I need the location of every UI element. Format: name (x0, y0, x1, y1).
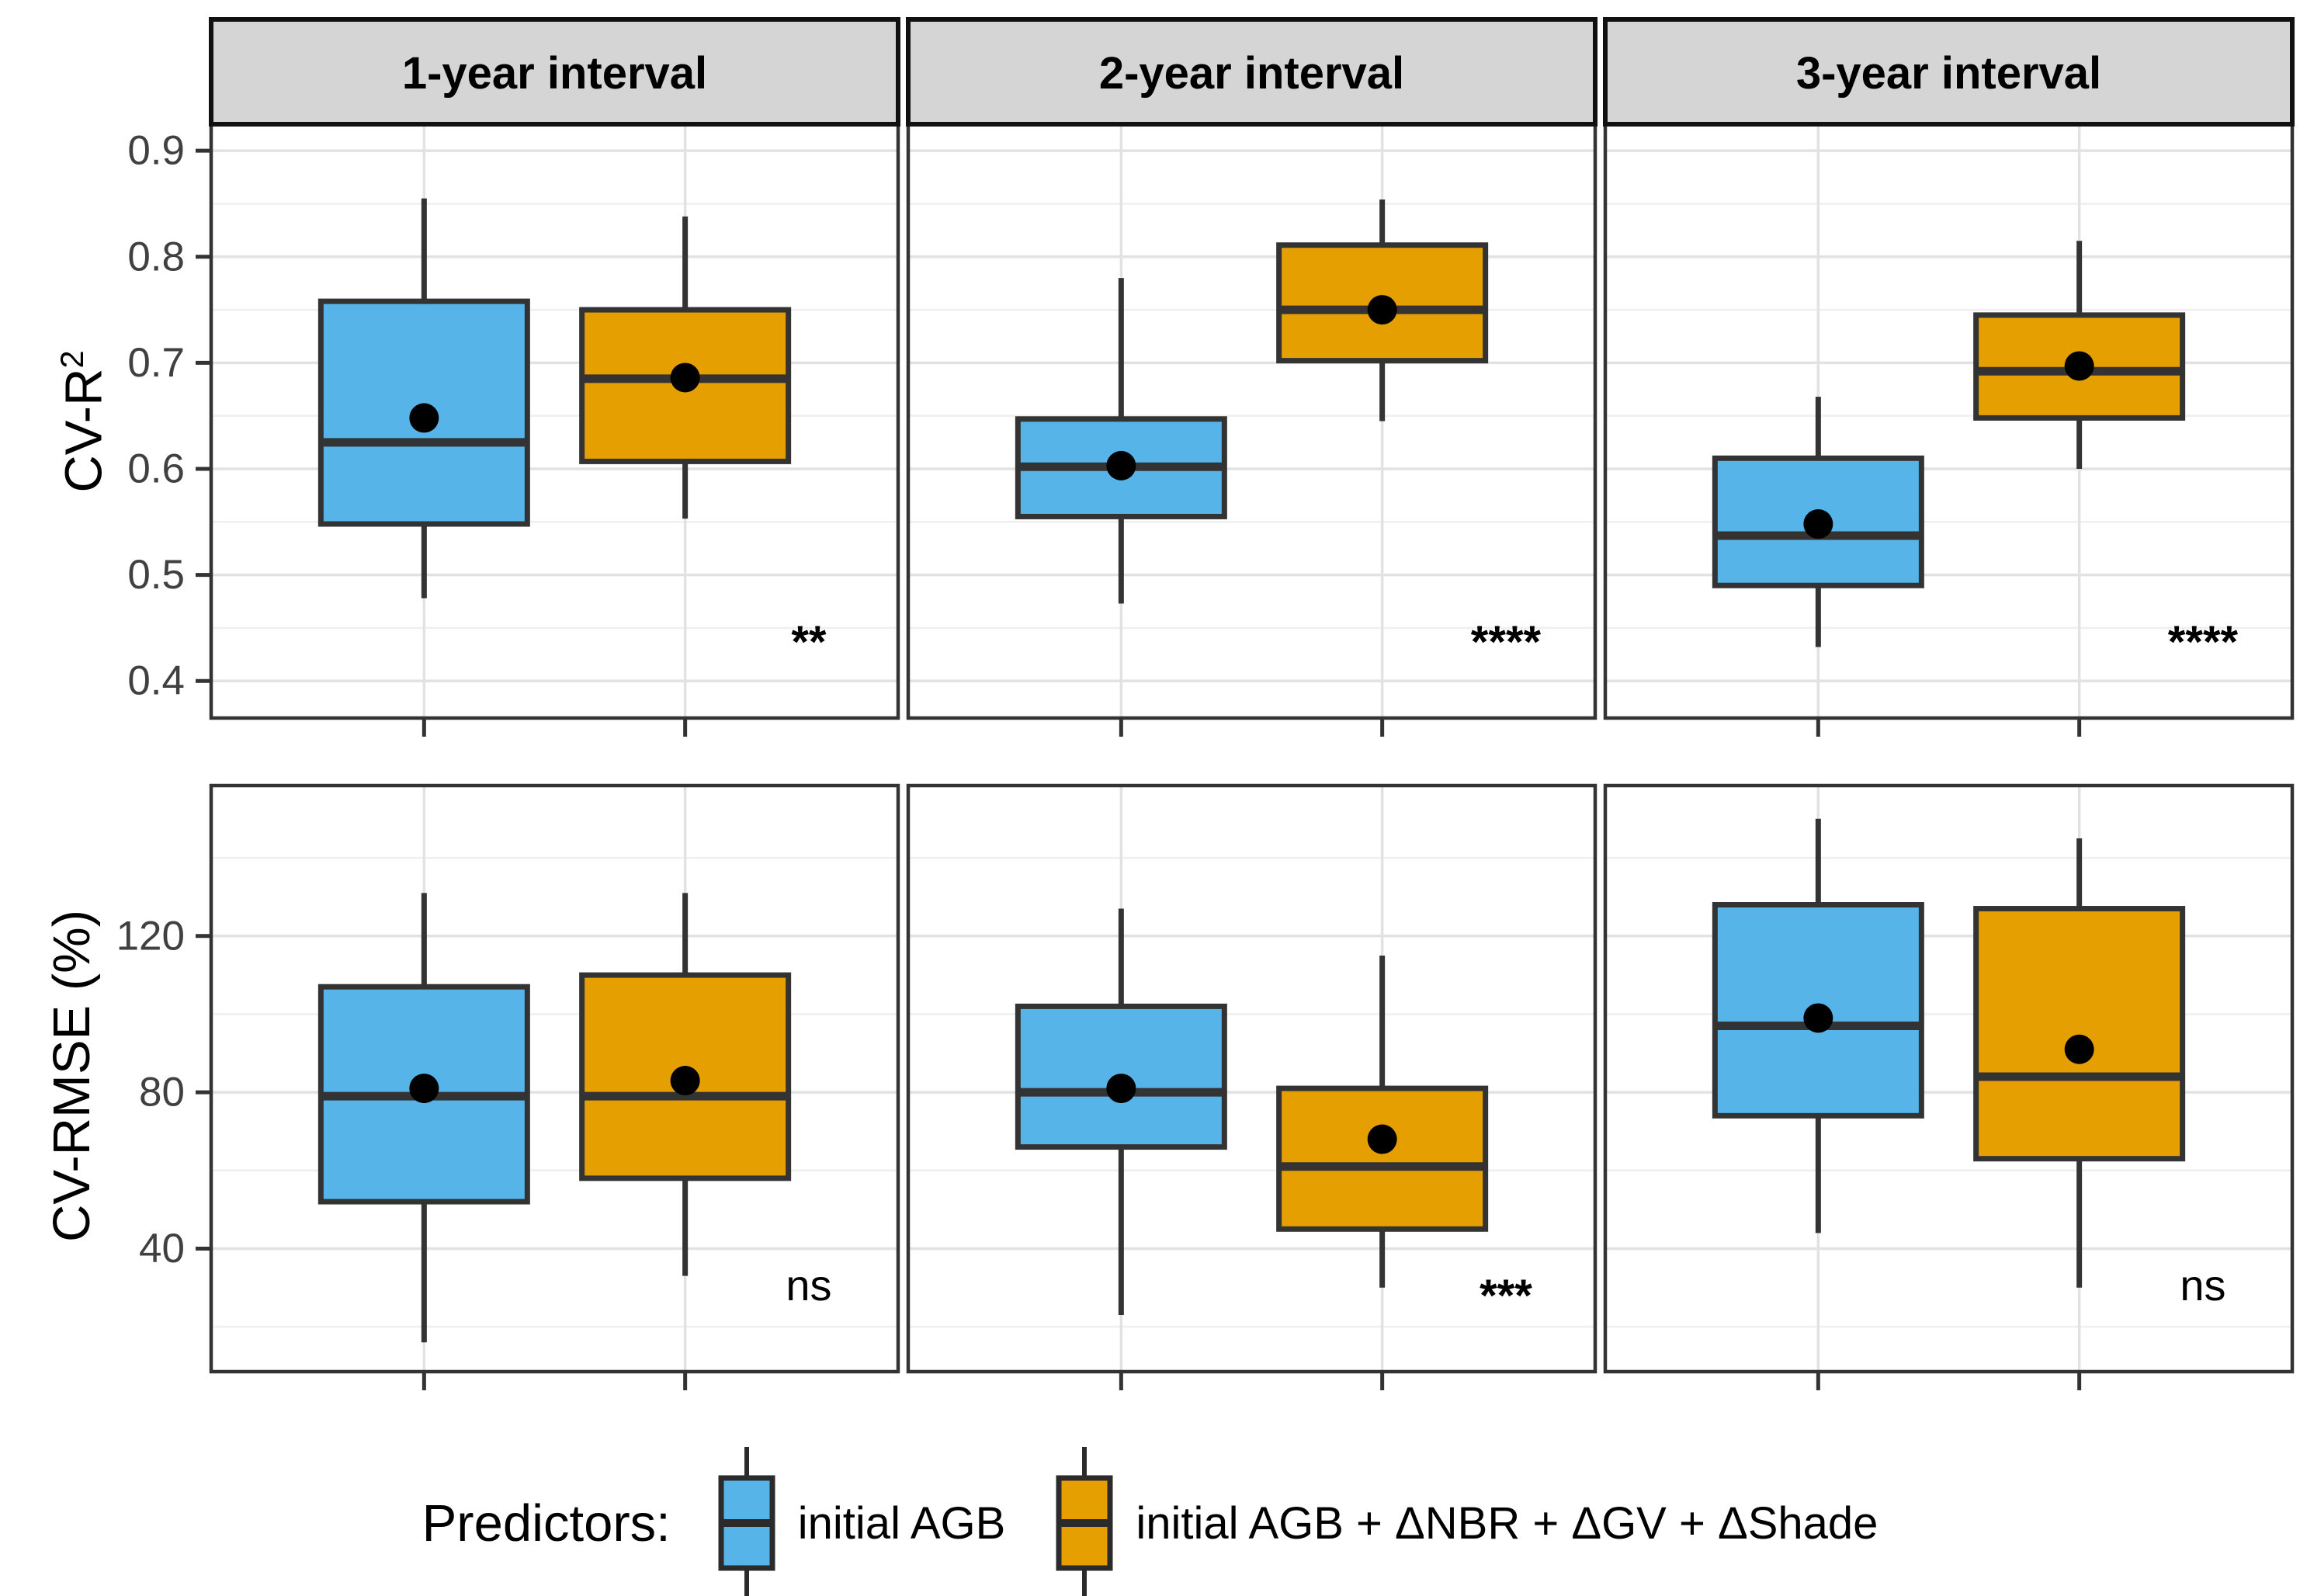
iqr-box (1276, 1085, 1489, 1232)
legend-key-glyph (1056, 1447, 1113, 1596)
mean-dot (2064, 1034, 2094, 1064)
y-tick-label: 0.7 (127, 340, 185, 386)
facet-strip (906, 17, 1598, 127)
y-tick-label: 80 (139, 1070, 185, 1115)
y-tick-label: 40 (139, 1226, 185, 1272)
box-initial-agb (1015, 278, 1227, 604)
y-axis-title-cv-rmse-text: CV-RMSE (%) (43, 909, 101, 1243)
mean-dot (1803, 1003, 1833, 1033)
box-initial-agb (1712, 397, 1924, 647)
panel-border (1603, 783, 2295, 1374)
mean-dot (2064, 351, 2094, 381)
box-initial-agb (1015, 908, 1227, 1316)
y-tick-label: 0.9 (127, 128, 185, 174)
mean-dot (409, 403, 439, 433)
y-axis-title-cv-r2-sup: 2 (54, 350, 90, 369)
significance-label: *** (1480, 1271, 1532, 1321)
panel-background (1605, 124, 2292, 718)
y-axis-title-cv-r2: CV-R2 (36, 150, 113, 693)
legend-label-initial-agb: initial AGB (797, 1497, 1006, 1549)
iqr-box (1973, 906, 2186, 1162)
legend: Predictors: initial AGB initial AGB + ΔN… (0, 1447, 2300, 1596)
legend-key-glyph (718, 1447, 775, 1596)
box-initial-agb (1712, 818, 1924, 1233)
significance-label: ns (786, 1261, 831, 1310)
mean-dot (1106, 1074, 1136, 1104)
mean-dot (1367, 1124, 1397, 1154)
panel-row0-col0: ** 0.4 0.5 0.6 0.7 0.8 0.9 1-year interval (127, 17, 900, 737)
facet-strip-label: 1-year interval (402, 48, 707, 99)
box-full-model (579, 216, 792, 519)
box-full-model (579, 893, 792, 1276)
mean-dot (1803, 509, 1833, 540)
mean-dot (1106, 450, 1136, 481)
y-tick-label: 0.4 (127, 658, 185, 704)
facet-strip (209, 17, 900, 127)
significance-label: ** (791, 617, 827, 668)
panel-border (209, 783, 900, 1374)
legend-key-full-model (1053, 1444, 1115, 1596)
significance-label: ns (2180, 1261, 2225, 1310)
facet-strip-label: 2-year interval (1099, 48, 1404, 99)
facet-strip (1603, 17, 2295, 127)
box-full-model (1973, 241, 2186, 469)
box-full-model (1276, 199, 1489, 422)
panel-border (906, 783, 1598, 1374)
y-axis-title-cv-r2-text: CV-R (54, 368, 113, 493)
box-full-model (1276, 955, 1489, 1288)
y-axis-title-cv-rmse: CV-RMSE (%) (36, 804, 108, 1348)
box-initial-agb (317, 893, 530, 1343)
box-initial-agb (317, 198, 530, 598)
legend-label-full-model: initial AGB + ΔNBR + ΔGV + ΔShade (1136, 1497, 1879, 1549)
legend-title: Predictors: (421, 1494, 671, 1553)
y-tick-label: 0.5 (127, 552, 185, 598)
box-full-model (1973, 838, 2186, 1288)
y-tick-label: 0.6 (127, 446, 185, 491)
facet-strip-label: 3-year interval (1796, 48, 2101, 99)
panel-row0-col1: **** 2-year interval (906, 17, 1598, 737)
mean-dot (670, 1066, 700, 1096)
significance-label: **** (1471, 617, 1542, 668)
panel-row1-col2: ns (1603, 783, 2295, 1390)
panel-row1-col0: ns 40 80 120 (116, 783, 900, 1390)
y-tick-label: 120 (116, 913, 185, 959)
mean-dot (409, 1074, 439, 1104)
y-tick-label: 0.8 (127, 234, 185, 279)
mean-dot (670, 363, 700, 393)
mean-dot (1367, 295, 1397, 325)
significance-label: **** (2168, 617, 2239, 668)
panel-row1-col1: *** (906, 783, 1598, 1390)
legend-key-initial-agb (716, 1444, 778, 1596)
panel-row0-col2: **** 3-year interval (1603, 17, 2295, 737)
